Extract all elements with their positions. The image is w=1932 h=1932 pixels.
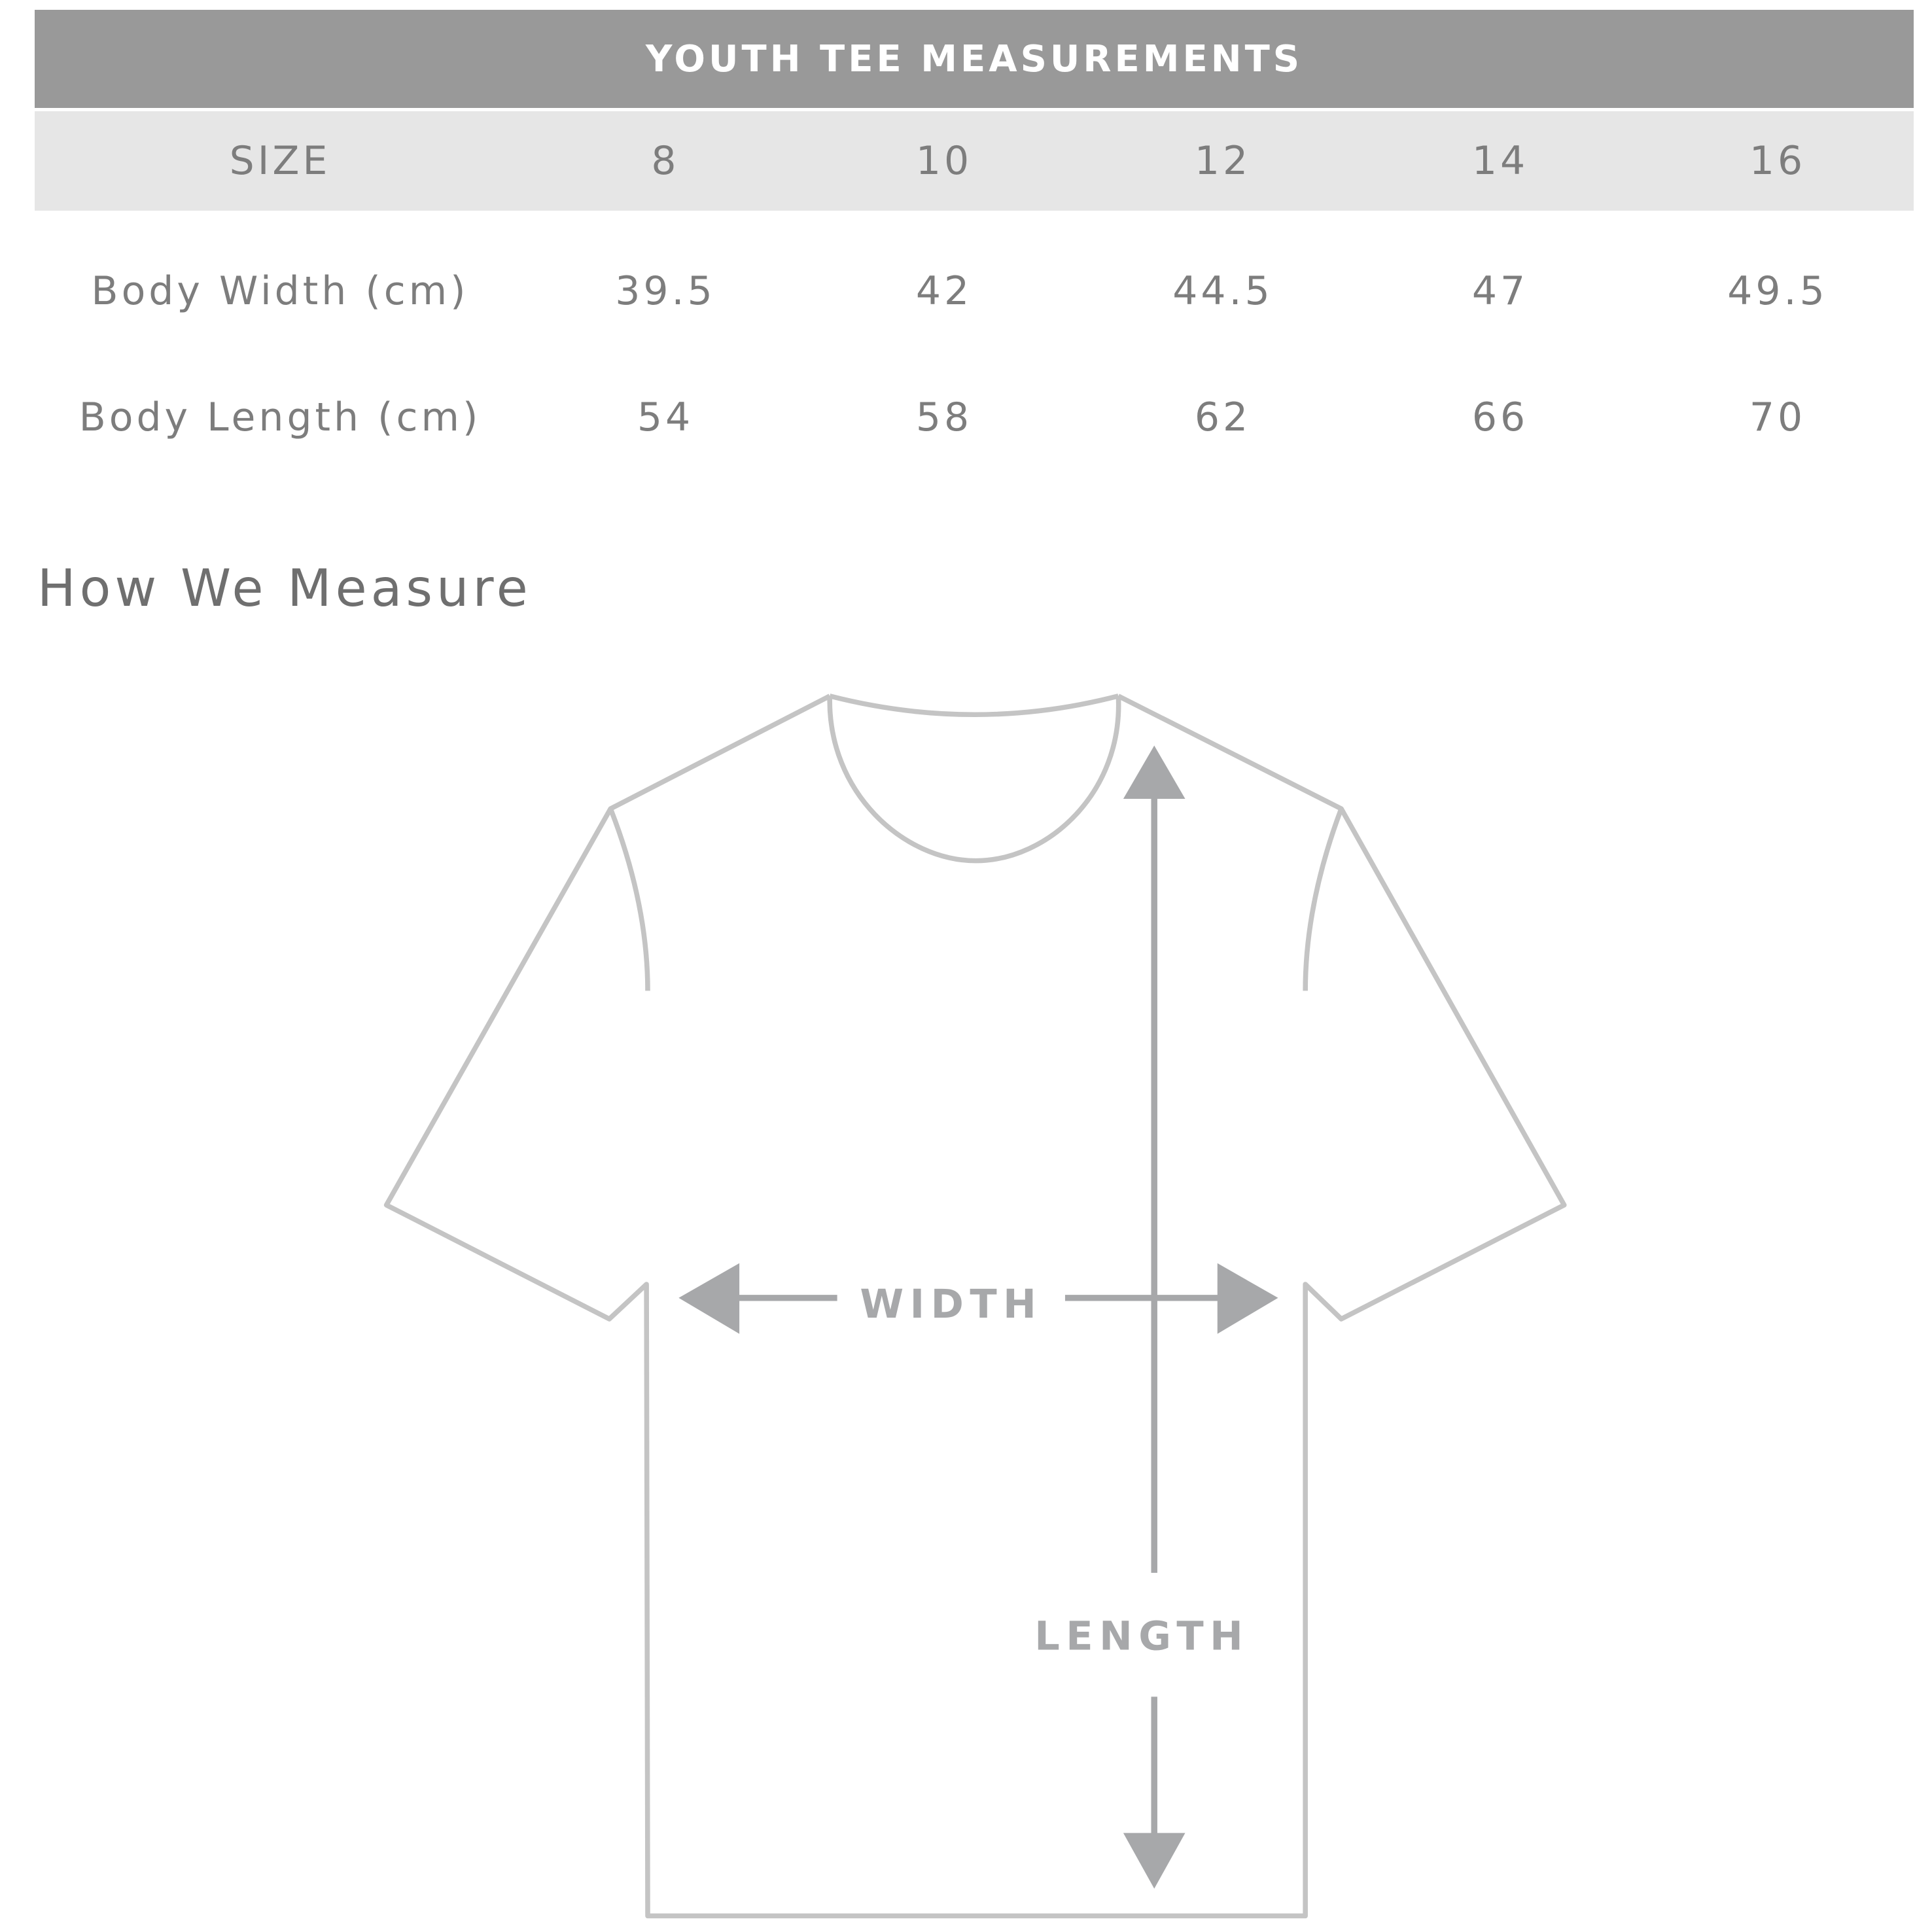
length-label: LENGTH	[1034, 1613, 1249, 1659]
table-cell: 42	[915, 268, 973, 314]
size-header: 16	[1749, 138, 1806, 184]
table-title: YOUTH TEE MEASUREMENTS	[645, 37, 1303, 80]
row-label-body-width: Body Width (cm)	[91, 268, 469, 314]
size-header: 8	[651, 138, 680, 184]
size-header: 12	[1194, 138, 1252, 184]
table-cell: 47	[1471, 268, 1529, 314]
table-cell: 44.5	[1172, 268, 1273, 314]
how-we-measure-heading: How We Measure	[37, 559, 532, 618]
table-cell: 49.5	[1727, 268, 1828, 314]
width-label: WIDTH	[860, 1282, 1042, 1327]
table-cell: 39.5	[615, 268, 716, 314]
size-header-row	[35, 111, 1914, 211]
tshirt-outline	[383, 694, 1567, 1919]
size-header: 10	[915, 138, 973, 184]
table-cell: 70	[1749, 395, 1806, 440]
table-cell: 66	[1471, 395, 1529, 440]
length-arrow	[1123, 745, 1186, 1889]
size-header: 14	[1471, 138, 1529, 184]
table-cell: 62	[1194, 395, 1252, 440]
table-title-bar: YOUTH TEE MEASUREMENTS	[35, 10, 1914, 108]
width-arrow	[678, 1263, 1278, 1334]
row-label-body-length: Body Length (cm)	[79, 395, 482, 440]
table-cell: 54	[637, 395, 694, 440]
table-cell: 58	[915, 395, 973, 440]
size-header-label: SIZE	[229, 138, 331, 184]
